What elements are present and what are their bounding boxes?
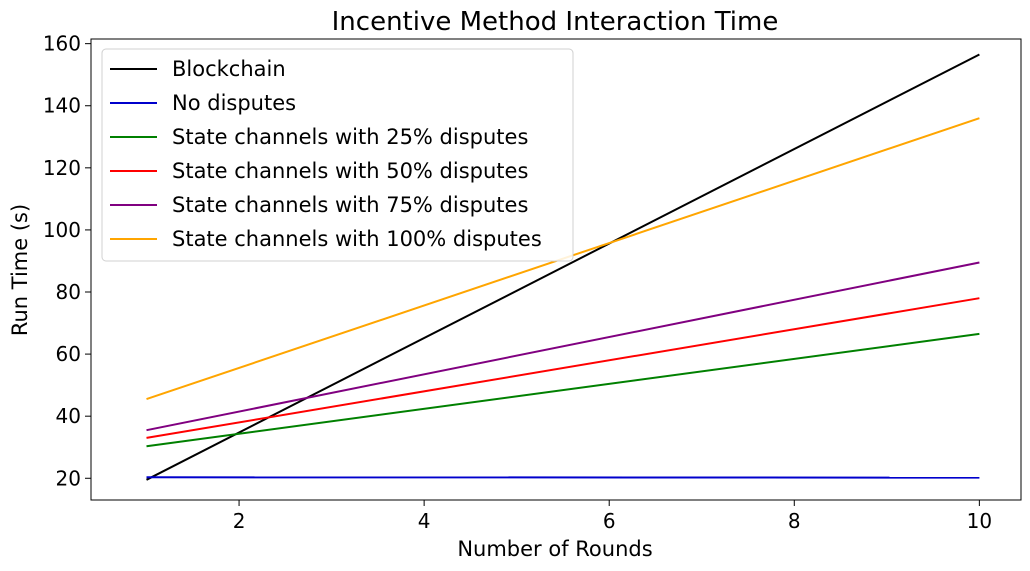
legend: Blockchain No disputes State channels with… [101,48,574,262]
series-line-0 [146,53,980,481]
legend-label: State channels with 100% disputes [172,227,542,251]
y-tick-label: 40 [56,404,81,428]
axes: 2 4 6 8 10 20 40 60 80 100 120 140 160 [43,32,1022,533]
y-tick-label: 80 [56,280,81,304]
y-tick-label: 20 [56,466,81,490]
y-tick-label: 140 [43,94,81,118]
legend-label: State channels with 50% disputes [172,159,528,183]
x-axis-label: Number of Rounds [457,537,652,561]
y-tick-label: 120 [43,156,81,180]
legend-label: State channels with 75% disputes [172,193,528,217]
x-tick-label: 6 [603,509,616,533]
series-line-2 [146,332,980,448]
chart-title: Incentive Method Interaction Time [332,7,779,37]
legend-frame [101,48,574,262]
y-tick-label: 60 [56,342,81,366]
x-tick-label: 10 [967,509,992,533]
y-tick-label: 100 [43,218,81,242]
y-tick-label: 160 [43,32,81,56]
legend-label: Blockchain [172,57,286,81]
legend-label: No disputes [172,91,296,115]
x-tick-label: 8 [788,509,801,533]
series-line-4 [146,261,980,432]
x-tick-label: 2 [233,509,246,533]
plot-frame [90,38,1022,501]
series-line-3 [146,297,980,439]
x-tick-label: 4 [418,509,431,533]
y-axis-label: Run Time (s) [8,204,32,336]
legend-label: State channels with 25% disputes [172,125,528,149]
